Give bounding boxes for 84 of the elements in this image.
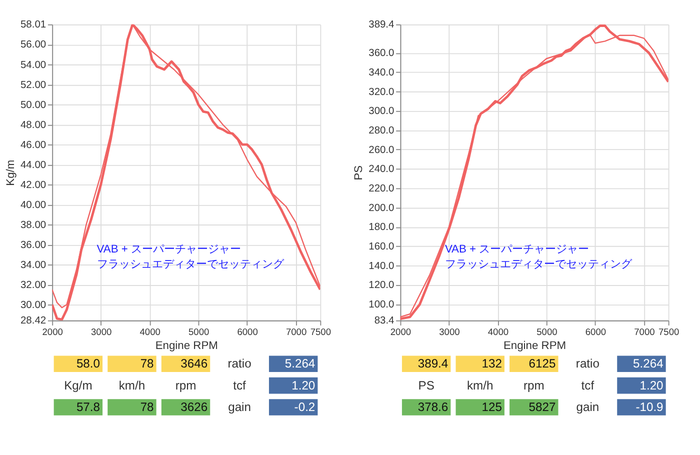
- y-tick-label: 42.00: [20, 180, 46, 191]
- y-tick-label: 160.0: [368, 242, 395, 253]
- text: 5.264: [633, 356, 664, 371]
- y-tick-label: 320.0: [368, 86, 395, 98]
- text: tcf: [233, 378, 247, 392]
- y-tick-label: 200.0: [368, 202, 395, 214]
- text: 389.4: [418, 356, 448, 371]
- text: 1.20: [292, 378, 316, 392]
- y-tick-label: 58.01: [20, 20, 46, 31]
- text: 5.264: [284, 356, 316, 371]
- y-tick-label: 30.00: [20, 300, 46, 311]
- x-tick-label: 4000: [488, 326, 509, 337]
- text: PS: [418, 378, 434, 392]
- y-tick-label: 36.00: [20, 240, 46, 251]
- y-tick-label: 38.00: [20, 220, 46, 231]
- x-axis-title: Engine RPM: [503, 340, 566, 352]
- text: 1.20: [640, 378, 664, 392]
- y-tick-label: 260.0: [368, 144, 395, 156]
- text: 78: [140, 400, 154, 414]
- x-tick-label: 5000: [536, 326, 558, 337]
- x-tick-label: 5000: [188, 326, 210, 337]
- text: gain: [228, 400, 251, 414]
- text: rpm: [175, 378, 196, 392]
- y-tick-label: 40.00: [20, 200, 46, 211]
- text: 5827: [528, 400, 556, 414]
- x-tick-label: 2000: [42, 326, 63, 337]
- text: 6125: [528, 356, 556, 371]
- text: ratio: [228, 356, 252, 371]
- text: 3646: [180, 356, 208, 371]
- y-tick-label: 46.00: [20, 140, 46, 151]
- x-tick-label: 7500: [310, 326, 332, 337]
- annotation: VAB + スーパーチャージャー: [444, 243, 590, 256]
- x-tick-label: 7000: [286, 326, 307, 337]
- y-tick-label: 240.0: [368, 164, 395, 176]
- y-tick-label: 340.0: [368, 67, 395, 78]
- text: gain: [576, 400, 600, 414]
- y-tick-label: 389.4: [368, 20, 395, 31]
- y-tick-label: 120.0: [368, 280, 395, 292]
- text: Kg/m: [64, 378, 92, 392]
- x-tick-label: 7500: [658, 326, 680, 337]
- text: rpm: [523, 378, 544, 392]
- y-tick-label: 83.4: [374, 316, 395, 327]
- y-tick-label: 54.00: [20, 60, 46, 71]
- y-tick-label: 56.00: [20, 40, 46, 51]
- y-tick-label: 280.0: [368, 125, 395, 136]
- annotation: フラッシュエディターでセッティング: [96, 258, 285, 270]
- text: 57.8: [76, 400, 100, 414]
- text: -10.9: [636, 400, 664, 414]
- annotation: フラッシュエディターでセッティング: [444, 258, 633, 270]
- x-tick-label: 3000: [90, 326, 112, 337]
- annotation: VAB + スーパーチャージャー: [96, 243, 242, 256]
- x-tick-label: 7000: [634, 326, 655, 337]
- y-tick-label: 28.42: [20, 316, 46, 327]
- y-axis-title: Kg/m: [4, 160, 17, 186]
- text: ratio: [576, 356, 600, 371]
- text: -0.2: [294, 400, 316, 414]
- x-tick-label: 2000: [390, 326, 412, 337]
- y-tick-label: 180.0: [368, 222, 395, 234]
- y-tick-label: 50.00: [20, 100, 46, 111]
- y-tick-label: 100.0: [368, 300, 395, 311]
- y-axis-title: PS: [353, 165, 366, 180]
- x-axis-title: Engine RPM: [155, 340, 218, 352]
- y-tick-label: 360.0: [368, 48, 395, 60]
- y-tick-label: 140.0: [368, 260, 395, 272]
- text: km/h: [466, 378, 494, 392]
- x-tick-label: 3000: [439, 326, 460, 337]
- text: 132: [482, 356, 502, 371]
- y-tick-label: 34.00: [20, 260, 46, 271]
- y-tick-label: 220.0: [368, 184, 395, 195]
- y-tick-label: 300.0: [368, 106, 395, 118]
- x-tick-label: 6000: [585, 326, 606, 337]
- text: 78: [140, 356, 154, 371]
- y-tick-label: 48.00: [20, 120, 46, 131]
- x-tick-label: 6000: [237, 326, 258, 337]
- text: 378.6: [418, 400, 448, 414]
- y-tick-label: 52.00: [20, 80, 46, 91]
- text: 125: [482, 400, 502, 414]
- y-tick-label: 32.00: [20, 280, 46, 291]
- x-tick-label: 4000: [140, 326, 160, 337]
- y-tick-label: 44.00: [20, 160, 46, 171]
- text: km/h: [118, 378, 146, 392]
- text: tcf: [581, 378, 595, 392]
- text: 3626: [180, 400, 208, 414]
- text: 58.0: [76, 356, 100, 371]
